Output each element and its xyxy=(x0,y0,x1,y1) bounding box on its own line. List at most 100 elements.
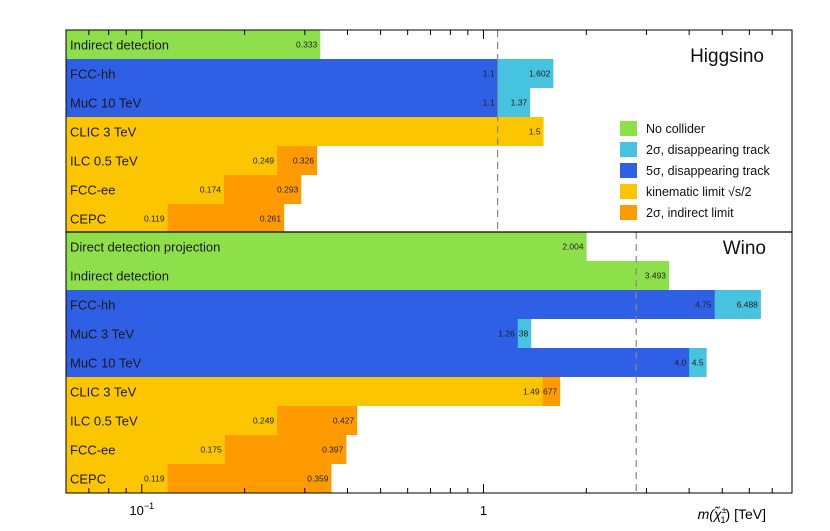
bar-value-label: 0.175 xyxy=(201,445,223,455)
bar-segment-disappearing-5sigma xyxy=(66,348,690,377)
row-label: ILC 0.5 TeV xyxy=(70,414,138,429)
bar-value-label: 0.333 xyxy=(296,40,318,50)
bar-value-label: 0.249 xyxy=(253,156,275,166)
row-label: MuC 10 TeV xyxy=(70,356,142,371)
legend: No collider 2σ, disappearing track 5σ, dis… xyxy=(620,121,771,220)
plot-frame xyxy=(65,29,793,494)
x-axis-label: m(χ̃± 1) [TeV] xyxy=(698,505,766,525)
x-tick-label: 10−1 xyxy=(129,501,154,518)
panel-title: Wino xyxy=(723,238,766,259)
bar-row: 1.602 1.1 FCC-hh xyxy=(66,59,554,88)
legend-label: 2σ, disappearing track xyxy=(646,143,771,157)
bar-value-label: 0.119 xyxy=(144,214,165,224)
legend-item-disappearing-5sigma: 5σ, disappearing track xyxy=(620,163,771,178)
legend-label: 2σ, indirect limit xyxy=(646,206,734,220)
legend-swatch xyxy=(620,184,637,199)
panel-title: Higgsino xyxy=(690,46,764,67)
bar-row: 0.333 Indirect detection xyxy=(66,30,321,59)
bar-segment-no-collider xyxy=(66,261,670,290)
bar-value-label: 677 xyxy=(543,387,557,397)
panel-higgsino: 0.333 Indirect detection 1.602 1.1 FCC-hh 1.3… xyxy=(66,30,764,233)
row-label: MuC 10 TeV xyxy=(70,96,142,111)
legend-swatch xyxy=(620,121,637,136)
legend-label: kinematic limit √s/2 xyxy=(646,185,752,199)
bar-row: 0.261 0.119 CEPC xyxy=(66,204,285,233)
bar-row: 0.427 0.249 ILC 0.5 TeV xyxy=(66,406,358,435)
bar-value-label: 0.427 xyxy=(333,416,355,426)
legend-swatch xyxy=(620,163,637,178)
bar-value-label: 1.26 xyxy=(498,329,515,339)
legend-label: No collider xyxy=(646,122,705,136)
row-label: Direct detection projection xyxy=(70,240,220,255)
bar-segment-disappearing-5sigma xyxy=(66,290,715,319)
bar-segment-disappearing-5sigma xyxy=(66,319,518,348)
bar-row: 0.326 0.249 ILC 0.5 TeV xyxy=(66,146,318,175)
bar-row: 6.488 4.75 FCC-hh xyxy=(66,290,761,319)
bar-value-label: 0.293 xyxy=(277,185,299,195)
bar-row: 2.004 Direct detection projection xyxy=(66,232,587,261)
bar-row: 0.359 0.119 CEPC xyxy=(66,464,332,493)
plot-border xyxy=(65,29,793,494)
legend-item-no-collider: No collider xyxy=(620,121,705,136)
bar-segment-disappearing-5sigma xyxy=(66,59,498,88)
bar-segment-kinematic xyxy=(66,175,224,204)
x-axis: 10−1 1 m(χ̃± 1) [TeV] xyxy=(65,30,793,525)
row-label: Indirect detection xyxy=(70,269,169,284)
panel-wino: 2.004 Direct detection projection 3.493 Ind… xyxy=(66,232,766,493)
legend-item-disappearing-2sigma: 2σ, disappearing track xyxy=(620,142,771,157)
bar-row: 4.5 4.0 MuC 10 TeV xyxy=(66,348,707,377)
legend-swatch xyxy=(620,142,637,157)
legend-swatch xyxy=(620,205,637,220)
bar-value-label: 0.249 xyxy=(253,416,275,426)
row-label: FCC-ee xyxy=(70,443,116,458)
bar-segment-kinematic xyxy=(66,146,278,175)
bar-value-label: 1.49 xyxy=(523,387,540,397)
bar-value-label: 0.326 xyxy=(293,156,315,166)
bar-value-label: 0.397 xyxy=(322,445,344,455)
bar-row: 1.37 1.1 MuC 10 TeV xyxy=(66,88,531,117)
bar-value-label: 4.5 xyxy=(692,358,704,368)
bar-segment-kinematic xyxy=(66,435,225,464)
bar-value-label: 3.493 xyxy=(645,271,667,281)
row-label: FCC-hh xyxy=(70,298,116,313)
bar-segment-kinematic xyxy=(66,406,278,435)
row-label: ILC 0.5 TeV xyxy=(70,154,138,169)
bar-value-label: 1.1 xyxy=(483,98,495,108)
bar-value-label: 0.174 xyxy=(200,185,222,195)
bar-value-label: 1.37 xyxy=(511,98,528,108)
bar-row: 1.5 CLIC 3 TeV xyxy=(66,117,544,146)
row-label: CEPC xyxy=(70,472,106,487)
row-label: FCC-ee xyxy=(70,183,116,198)
row-label: MuC 3 TeV xyxy=(70,327,134,342)
row-label: CEPC xyxy=(70,212,106,227)
bar-segment-kinematic xyxy=(66,377,543,406)
bar-value-label: 0.119 xyxy=(144,474,165,484)
bar-value-label: 1.5 xyxy=(529,127,541,137)
row-label: FCC-hh xyxy=(70,67,116,82)
bar-value-label: 4.0 xyxy=(674,358,686,368)
bar-segment-kinematic xyxy=(66,204,168,233)
bar-value-label: 0.359 xyxy=(307,474,329,484)
bar-segment-disappearing-5sigma xyxy=(66,88,498,117)
bar-value-label: 6.488 xyxy=(737,300,759,310)
bar-value-label: 38 xyxy=(519,329,529,339)
row-label: Indirect detection xyxy=(70,38,169,53)
bar-row: 3.493 Indirect detection xyxy=(66,261,670,290)
bar-value-label: 4.75 xyxy=(695,300,712,310)
bar-value-label: 2.004 xyxy=(562,242,584,252)
bar-row: 0.293 0.174 FCC-ee xyxy=(66,175,302,204)
bar-value-label: 1.1 xyxy=(483,69,495,79)
bar-row: 0.397 0.175 FCC-ee xyxy=(66,435,347,464)
bar-segment-kinematic xyxy=(66,464,168,493)
bar-segment-no-collider xyxy=(66,232,587,261)
plot-area: 0.333 Indirect detection 1.602 1.1 FCC-hh 1.3… xyxy=(66,30,766,493)
bar-row: 38 1.26 MuC 3 TeV xyxy=(66,319,532,348)
x-tick-label: 1 xyxy=(480,503,487,518)
row-label: CLIC 3 TeV xyxy=(70,385,137,400)
bar-segment-kinematic xyxy=(66,117,544,146)
legend-item-kinematic: kinematic limit √s/2 xyxy=(620,184,752,199)
legend-item-indirect-2sigma: 2σ, indirect limit xyxy=(620,205,734,220)
bar-value-label: 0.261 xyxy=(260,214,282,224)
